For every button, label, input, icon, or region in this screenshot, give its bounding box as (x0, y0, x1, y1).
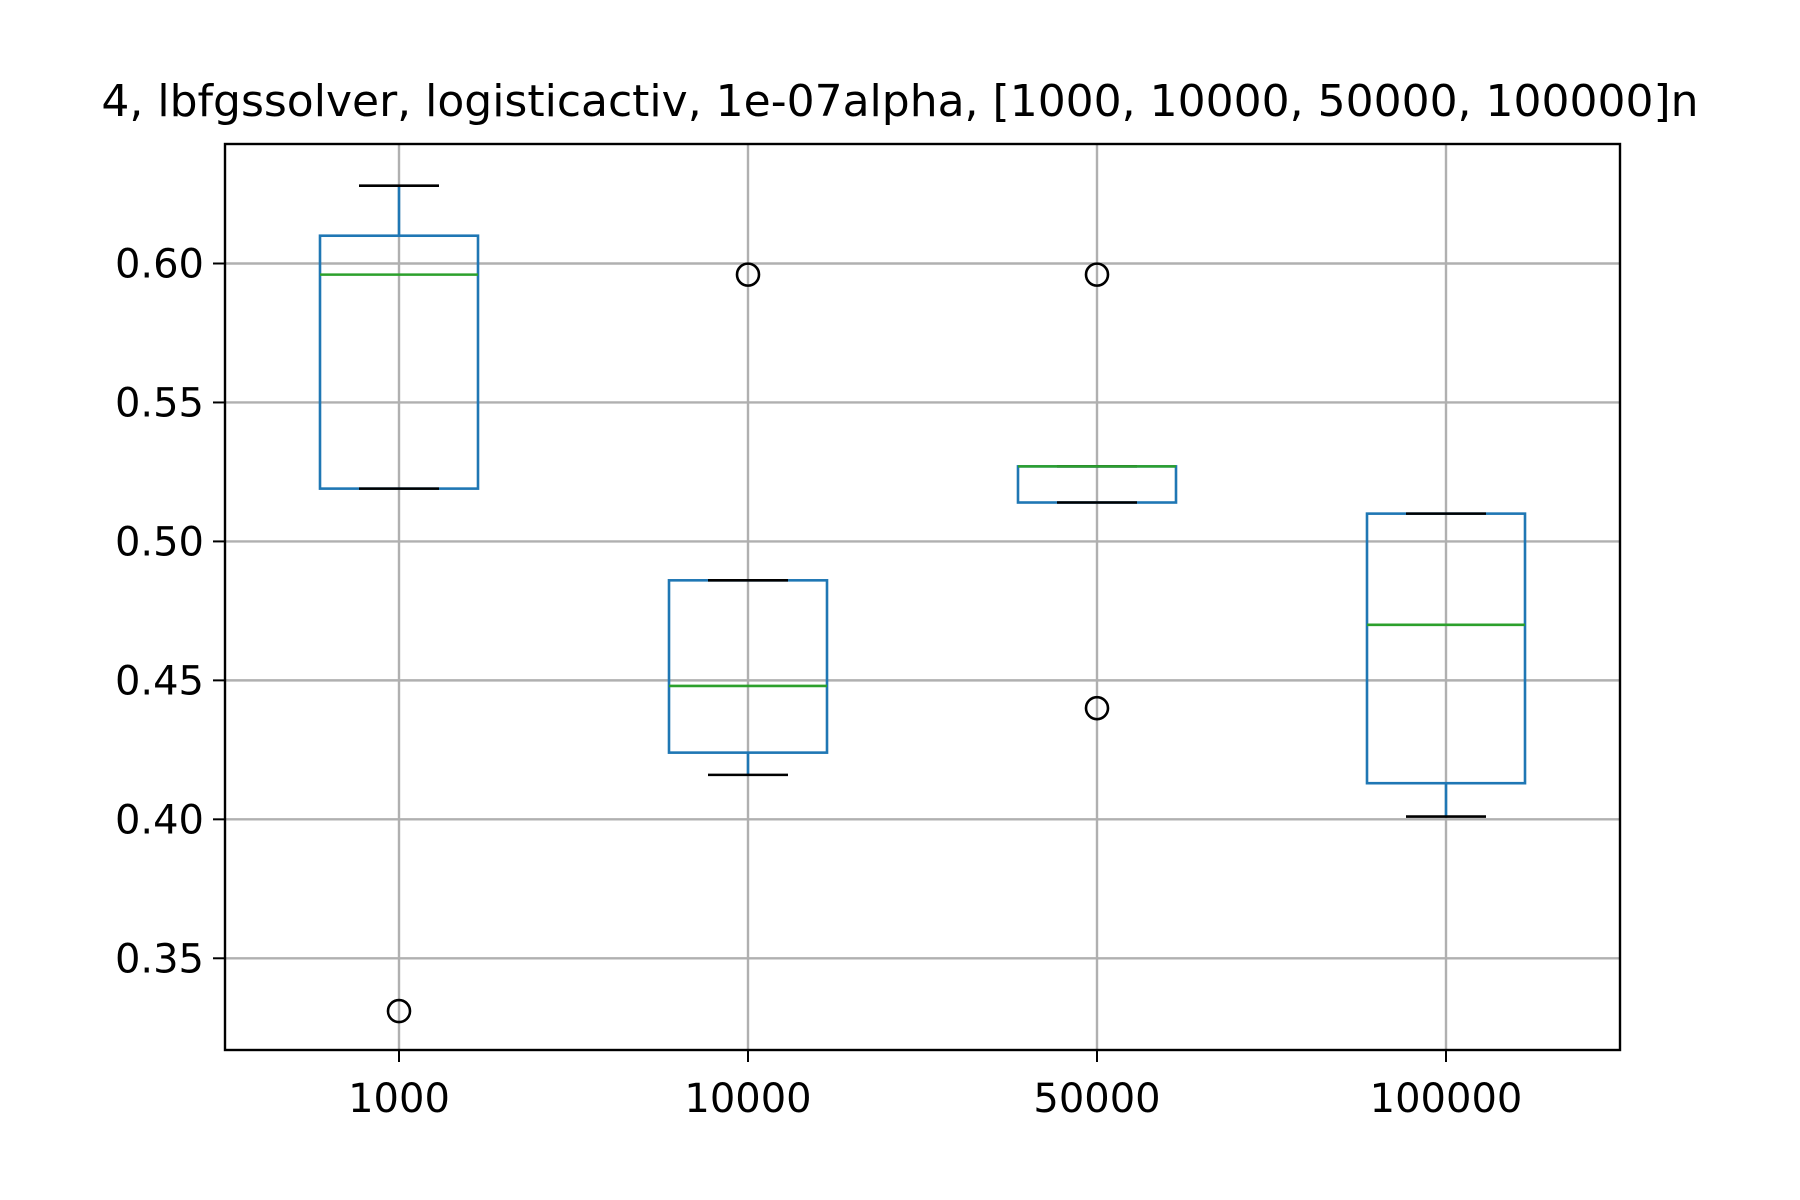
x-tick-label: 10000 (684, 1076, 811, 1122)
x-tick-label: 100000 (1370, 1076, 1523, 1122)
y-tick-label: 0.40 (115, 797, 204, 843)
outlier-point (1084, 262, 1110, 287)
box-group-100000 (1365, 512, 1527, 818)
y-tick-label: 0.55 (115, 380, 204, 426)
x-tick-label: 50000 (1033, 1076, 1160, 1122)
box-layer (318, 184, 1527, 1024)
plot-frame (223, 142, 1622, 1052)
y-tick-label: 0.45 (115, 658, 204, 704)
outlier-point (386, 998, 412, 1024)
outlier-point (735, 262, 761, 287)
chart-title: 4, lbfgssolver, logisticactiv, 1e-07alph… (101, 76, 1698, 127)
y-tick-label: 0.50 (115, 519, 204, 565)
y-tick-label: 0.35 (115, 936, 204, 982)
label-layer: 0.35 0.40 0.45 0.50 0.55 0.60 1000 10000 50000 10… (115, 242, 1522, 1122)
grid-layer (225, 144, 1620, 1050)
y-tick-label: 0.60 (115, 242, 204, 288)
box-group-1000 (318, 184, 480, 1024)
box-group-10000 (667, 262, 829, 777)
x-tick-label: 1000 (348, 1076, 450, 1122)
box-group-50000 (1016, 262, 1178, 721)
outlier-point (1084, 695, 1110, 721)
axes-layer (213, 142, 1622, 1062)
